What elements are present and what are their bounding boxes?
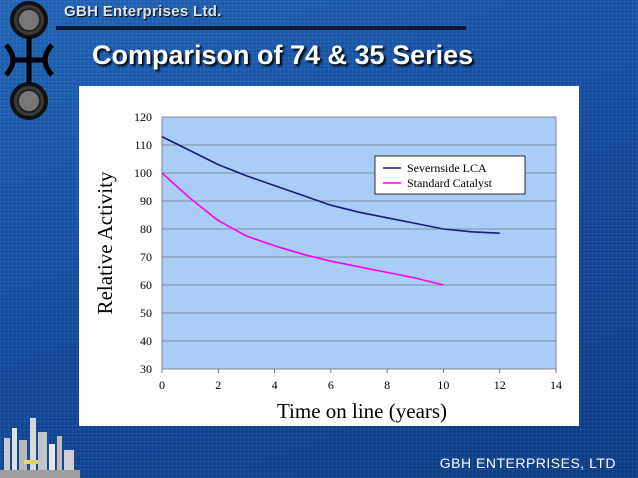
y-tick-label: 70	[140, 250, 152, 264]
industrial-skyline-image	[0, 418, 80, 478]
slide-title: Comparison of 74 & 35 Series	[92, 40, 474, 70]
y-tick-label: 40	[140, 334, 152, 348]
y-tick-label: 100	[134, 166, 152, 180]
legend-label: Severnside LCA	[407, 161, 487, 175]
x-tick-label: 0	[159, 378, 165, 392]
x-tick-label: 2	[215, 378, 221, 392]
y-tick-label: 30	[140, 362, 152, 376]
plot-area	[161, 116, 557, 370]
x-tick-label: 6	[328, 378, 334, 392]
legend-box	[374, 155, 526, 195]
series-line-standard-catalyst	[161, 172, 444, 286]
y-tick-label: 90	[140, 194, 152, 208]
y-tick-label: 60	[140, 278, 152, 292]
series-line-severnside-lca	[161, 135, 500, 234]
x-tick-label: 12	[494, 378, 506, 392]
y-tick-label: 50	[140, 306, 152, 320]
x-tick-label: 4	[272, 378, 278, 392]
x-tick-label: 14	[550, 378, 562, 392]
company-logo	[4, 1, 54, 120]
legend-label: Standard Catalyst	[407, 176, 493, 190]
x-tick-label: 8	[384, 378, 390, 392]
y-tick-label: 80	[140, 222, 152, 236]
x-axis-label: Time on line (years)	[277, 399, 447, 423]
y-tick-label: 110	[134, 138, 152, 152]
footer-company: GBH ENTERPRISES, LTD	[439, 455, 616, 471]
line-chart: 30 40 50 60 70 80 90 100 110 120 0 2 4 6 8 10 12 14 Sever…	[79, 86, 579, 426]
x-tick-label: 10	[437, 378, 449, 392]
y-tick-label: 120	[134, 110, 152, 124]
y-axis-label: Relative Activity	[93, 171, 117, 314]
company-name: GBH Enterprises Ltd.	[64, 3, 222, 20]
header-divider	[56, 26, 466, 30]
